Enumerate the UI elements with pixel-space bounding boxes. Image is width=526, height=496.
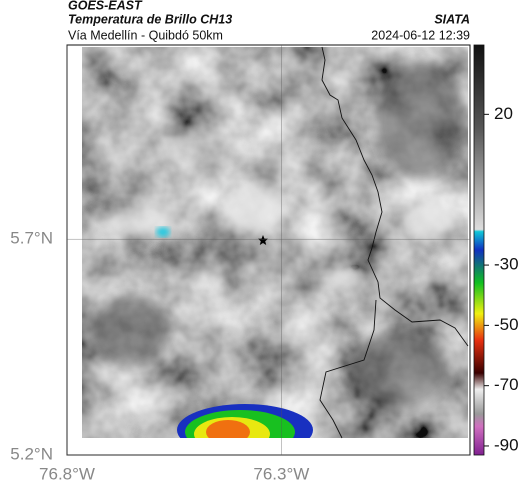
- convective-cell: [177, 404, 313, 438]
- x-tick-label: 76.8°W: [39, 464, 95, 483]
- colorbar-tick-label: -90: [494, 435, 519, 454]
- timestamp: 2024-06-12 12:39: [371, 28, 470, 42]
- subtitle: Temperatura de Brillo CH13: [68, 12, 232, 26]
- colorbar-tick-label: -70: [494, 375, 519, 394]
- satellite-image: [82, 47, 468, 438]
- y-tick-label: 5.7°N: [10, 229, 53, 248]
- colorbar-tick-label: -50: [494, 315, 519, 334]
- colorbar-tick-label: -30: [494, 255, 519, 274]
- source: SIATA: [434, 12, 470, 26]
- colorbar: [473, 44, 485, 456]
- route: Vía Medellín - Quibdó 50km: [68, 28, 223, 42]
- colorbar-tick-label: 20: [494, 104, 513, 123]
- location-marker: [258, 235, 268, 245]
- x-tick-label: 76.3°W: [253, 464, 309, 483]
- title: GOES-EAST: [68, 0, 143, 12]
- y-tick-label: 5.2°N: [10, 444, 53, 463]
- border: [319, 46, 469, 439]
- cold-spot: [156, 227, 170, 237]
